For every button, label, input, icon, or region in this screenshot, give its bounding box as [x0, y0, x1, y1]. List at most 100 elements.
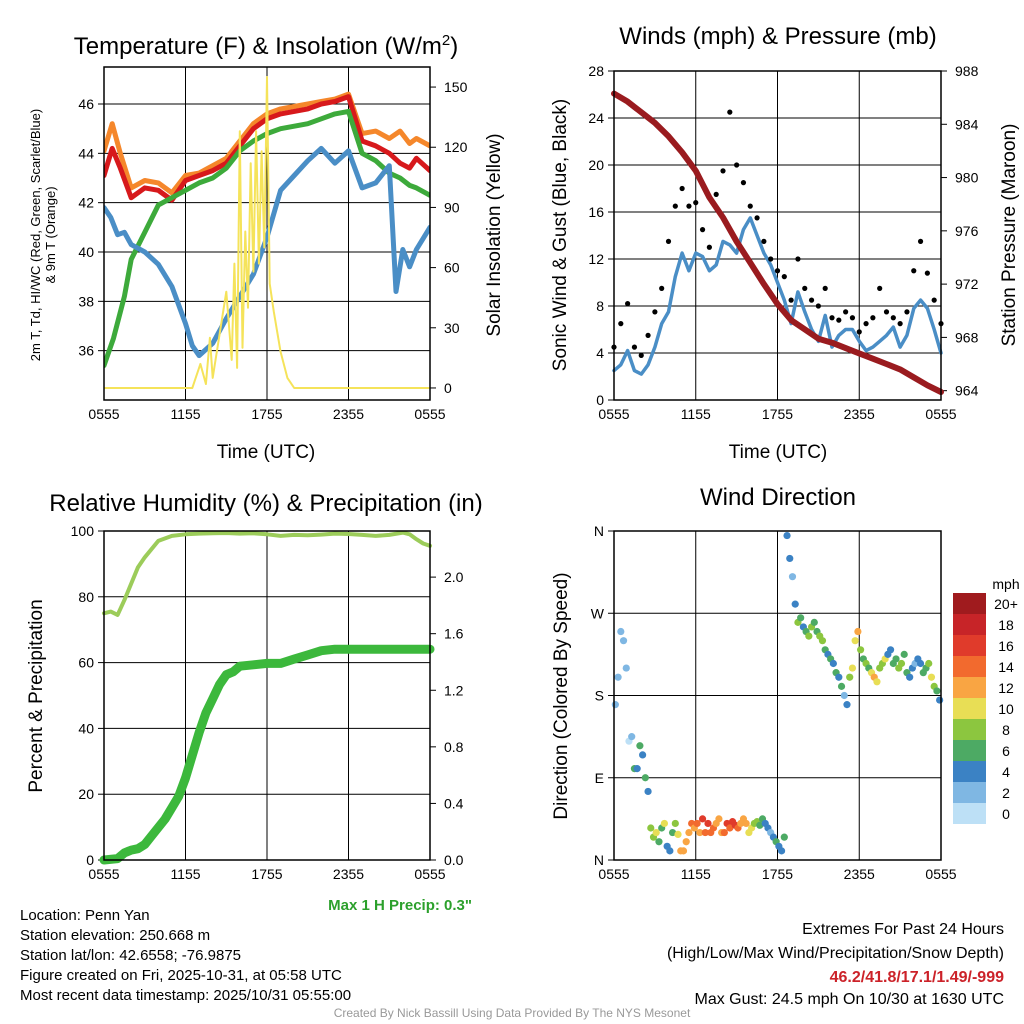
- dir-x-tick: 2355: [844, 866, 875, 882]
- direction-point: [873, 678, 881, 686]
- dir-x-tick: 0555: [598, 866, 629, 882]
- dir-x-tick: 0555: [925, 866, 956, 882]
- rh-y2-tick: 1.2: [444, 682, 464, 698]
- gust-point: [706, 244, 712, 250]
- temp-y-tick: 38: [78, 293, 94, 309]
- gust-point: [686, 203, 692, 209]
- legend-label: 12: [998, 680, 1014, 696]
- direction-point: [777, 847, 786, 855]
- direction-point: [805, 632, 813, 640]
- legend-swatch: [953, 803, 986, 824]
- direction-point: [886, 646, 895, 654]
- legend-swatch: [953, 761, 986, 782]
- max-precip-label: Max 1 H Precip: 0.3": [328, 897, 472, 914]
- direction-point: [660, 819, 669, 828]
- gust-point: [890, 315, 896, 321]
- wind-y2-tick: 980: [955, 170, 979, 186]
- wind-y2-tick: 984: [955, 116, 979, 132]
- gust-point: [631, 344, 638, 350]
- rh-frame: [103, 530, 431, 861]
- temp-x-tick: 0555: [414, 406, 445, 422]
- legend-label: 2: [1002, 785, 1010, 801]
- direction-point: [848, 664, 857, 672]
- rh-y2-tick: 0.4: [444, 795, 464, 811]
- legend-label: 0: [1002, 806, 1010, 822]
- series-solar-insolation: [104, 76, 430, 389]
- direction-point: [726, 824, 734, 832]
- gust-point: [781, 274, 787, 280]
- direction-point: [685, 828, 693, 837]
- direction-point: [843, 701, 851, 709]
- elevation-text: Station elevation: 250.668 m: [20, 927, 211, 944]
- gust-point: [638, 352, 644, 358]
- direction-point: [701, 828, 709, 837]
- gust-point: [883, 309, 890, 315]
- direction-point: [756, 821, 764, 829]
- wind-y-tick: 4: [596, 345, 604, 361]
- direction-point: [742, 819, 750, 828]
- gust-point: [843, 309, 849, 315]
- temp-y-tick: 42: [78, 195, 94, 211]
- legend-label: 18: [998, 617, 1014, 633]
- direction-point: [720, 828, 728, 837]
- gust-point: [618, 321, 624, 327]
- wind-y-tick: 24: [588, 110, 604, 126]
- wind-x-tick: 0555: [925, 406, 956, 422]
- wind-y-tick: 20: [588, 157, 604, 173]
- direction-point: [857, 646, 865, 654]
- gust-point: [829, 315, 835, 321]
- rh-x-tick: 1155: [170, 866, 200, 882]
- gust-point: [931, 297, 937, 303]
- direction-point: [666, 847, 674, 855]
- temp-y-tick: 36: [78, 343, 94, 359]
- gust-point: [645, 332, 651, 338]
- direction-point: [614, 673, 622, 681]
- gust-point: [754, 215, 760, 221]
- gust-point: [863, 321, 869, 327]
- temp-frame: [103, 66, 431, 401]
- direction-point: [788, 573, 797, 581]
- dir-y-tick: N: [594, 852, 604, 868]
- gust-point: [822, 285, 828, 291]
- gust-point: [836, 317, 842, 323]
- direction-point: [641, 774, 649, 782]
- pressure-y-label: Station Pressure (Maroon): [999, 124, 1020, 347]
- legend-swatch: [953, 719, 986, 740]
- legend-label: 4: [1002, 764, 1010, 780]
- gust-point: [911, 268, 917, 274]
- direction-point: [927, 673, 936, 681]
- winds-title: Winds (mph) & Pressure (mb): [619, 23, 936, 50]
- rh-x-tick: 0555: [88, 866, 119, 882]
- humidity-y-label: Percent & Precipitation: [26, 599, 47, 792]
- gust-point: [747, 203, 753, 209]
- direction-point: [696, 828, 704, 837]
- wind-y2-tick: 968: [955, 329, 979, 345]
- gust-point: [734, 162, 740, 168]
- direction-point: [674, 830, 682, 839]
- station-info: Location: Penn Yan Station elevation: 25…: [20, 906, 351, 1006]
- wind-x-tick: 2355: [844, 406, 875, 422]
- gust-point: [856, 329, 862, 335]
- gust-point: [815, 303, 821, 309]
- wind-x-tick: 1755: [762, 406, 793, 422]
- legend-label: 6: [1002, 743, 1010, 759]
- created-text: Figure created on Fri, 2025-10-31, at 05…: [20, 967, 342, 984]
- gust-point: [727, 109, 733, 115]
- rh-y-tick: 80: [78, 589, 94, 605]
- temperature-title: Temperature (F) & Insolation (W/m2): [74, 32, 458, 60]
- series-relative-humidity: [102, 530, 432, 617]
- temperature-y-label-line1: 2m T, Td, HI/WC (Red, Green, Scarlet/Blu…: [28, 109, 43, 361]
- direction-point: [786, 554, 794, 563]
- direction-point: [698, 815, 707, 823]
- temp-y-tick: 44: [78, 145, 94, 161]
- gust-point: [802, 285, 808, 291]
- wind-y-tick: 8: [596, 298, 604, 314]
- legend-swatch: [953, 677, 986, 698]
- direction-point: [933, 687, 941, 695]
- rh-x-tick: 2355: [333, 866, 364, 882]
- direction-point: [611, 701, 619, 709]
- extremes-subtitle: (High/Low/Max Wind/Precipitation/Snow De…: [666, 945, 1004, 962]
- legend-swatch: [953, 782, 986, 803]
- legend-label: 20+: [994, 596, 1018, 612]
